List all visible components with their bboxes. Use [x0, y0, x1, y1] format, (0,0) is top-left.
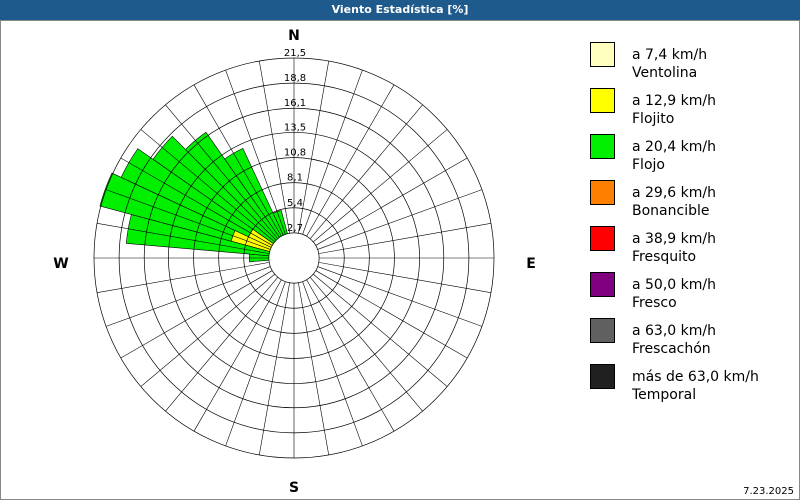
grid-ring: [143, 107, 445, 409]
legend-name: Temporal: [631, 387, 696, 403]
r-tick-label: 8,1: [287, 173, 303, 184]
grid: 2,7 5,4 8,1 10,8 13,5 16,1 18,8 21,5 N E S W: [53, 28, 536, 496]
legend-range: a 38,9 km/h: [632, 231, 716, 247]
spoke: [96, 222, 270, 254]
spoke: [140, 273, 275, 387]
legend-range: a 63,0 km/h: [632, 323, 716, 339]
legend-range: a 7,4 km/h: [632, 47, 707, 63]
spoke: [258, 60, 290, 234]
spoke: [318, 222, 492, 254]
grid-ring: [268, 232, 320, 284]
spoke: [105, 189, 271, 250]
grid-ring: [118, 82, 470, 434]
legend-swatch: [590, 318, 615, 343]
spoke: [140, 129, 275, 243]
spoke: [120, 270, 273, 359]
r-tick-label: 5,4: [287, 198, 303, 209]
spoke: [309, 277, 423, 412]
grid-ring: [218, 182, 370, 334]
spoke: [165, 104, 279, 239]
spoke: [225, 69, 286, 235]
spoke: [313, 129, 448, 243]
compass-label: N: [288, 28, 300, 44]
r-tick-label: 2,7: [287, 223, 303, 234]
legend-name: Frescachón: [632, 341, 711, 357]
legend-range: a 12,9 km/h: [632, 93, 716, 109]
compass-label: W: [53, 256, 68, 272]
spoke: [309, 104, 423, 239]
legend-name: Bonancible: [632, 203, 709, 219]
spoke: [120, 157, 273, 246]
legend-swatch: [590, 272, 615, 297]
spoke: [317, 266, 483, 327]
r-tick-label: 21,5: [284, 48, 306, 59]
grid-ring: [243, 207, 345, 309]
legend-name: Ventolina: [632, 65, 697, 81]
legend-name: Fresco: [632, 295, 677, 311]
legend-swatch: [590, 88, 615, 113]
legend-swatch: [590, 180, 615, 205]
compass-label: E: [526, 256, 536, 272]
legend-range: a 29,6 km/h: [632, 185, 716, 201]
spoke: [298, 282, 330, 456]
spoke: [306, 279, 395, 432]
spoke: [315, 270, 468, 359]
title-bar: [0, 0, 800, 20]
legend-range: más de 63,0 km/h: [632, 369, 759, 385]
grid-ring: [193, 157, 395, 359]
r-tick-label: 16,1: [284, 98, 306, 109]
legend-name: Fresquito: [632, 249, 696, 265]
spoke: [165, 277, 279, 412]
legend-swatch: [590, 42, 615, 67]
r-tick-label: 10,8: [284, 148, 306, 159]
spoke: [225, 281, 286, 447]
legend-name: Flojito: [632, 111, 674, 127]
spoke: [315, 157, 468, 246]
spoke: [306, 84, 395, 237]
legend-swatch: [590, 134, 615, 159]
legend-range: a 20,4 km/h: [632, 139, 716, 155]
grid-ring: [168, 132, 420, 384]
legend-range: a 50,0 km/h: [632, 277, 716, 293]
legend-swatch: [590, 226, 615, 251]
legend-name: Flojo: [632, 157, 665, 173]
spoke: [318, 262, 492, 294]
spoke: [105, 266, 271, 327]
spoke: [317, 189, 483, 250]
compass-label: S: [289, 480, 299, 496]
legend-swatch: [590, 364, 615, 389]
spoke: [193, 84, 282, 237]
spoke: [298, 60, 330, 234]
r-tick-label: 13,5: [284, 122, 306, 133]
spoke: [96, 262, 270, 294]
spoke: [302, 69, 363, 235]
plot: 2,7 5,4 8,1 10,8 13,5 16,1 18,8 21,5 N E S Wa 7,4 k…: [53, 28, 759, 496]
footer-date: 7.23.2025: [743, 486, 794, 497]
r-tick-label: 18,8: [284, 73, 306, 84]
window-title: Viento Estadística [%]: [332, 3, 469, 16]
grid-ring: [93, 57, 495, 459]
spoke: [193, 279, 282, 432]
spoke: [258, 282, 290, 456]
spoke: [302, 281, 363, 447]
spoke: [313, 273, 448, 387]
